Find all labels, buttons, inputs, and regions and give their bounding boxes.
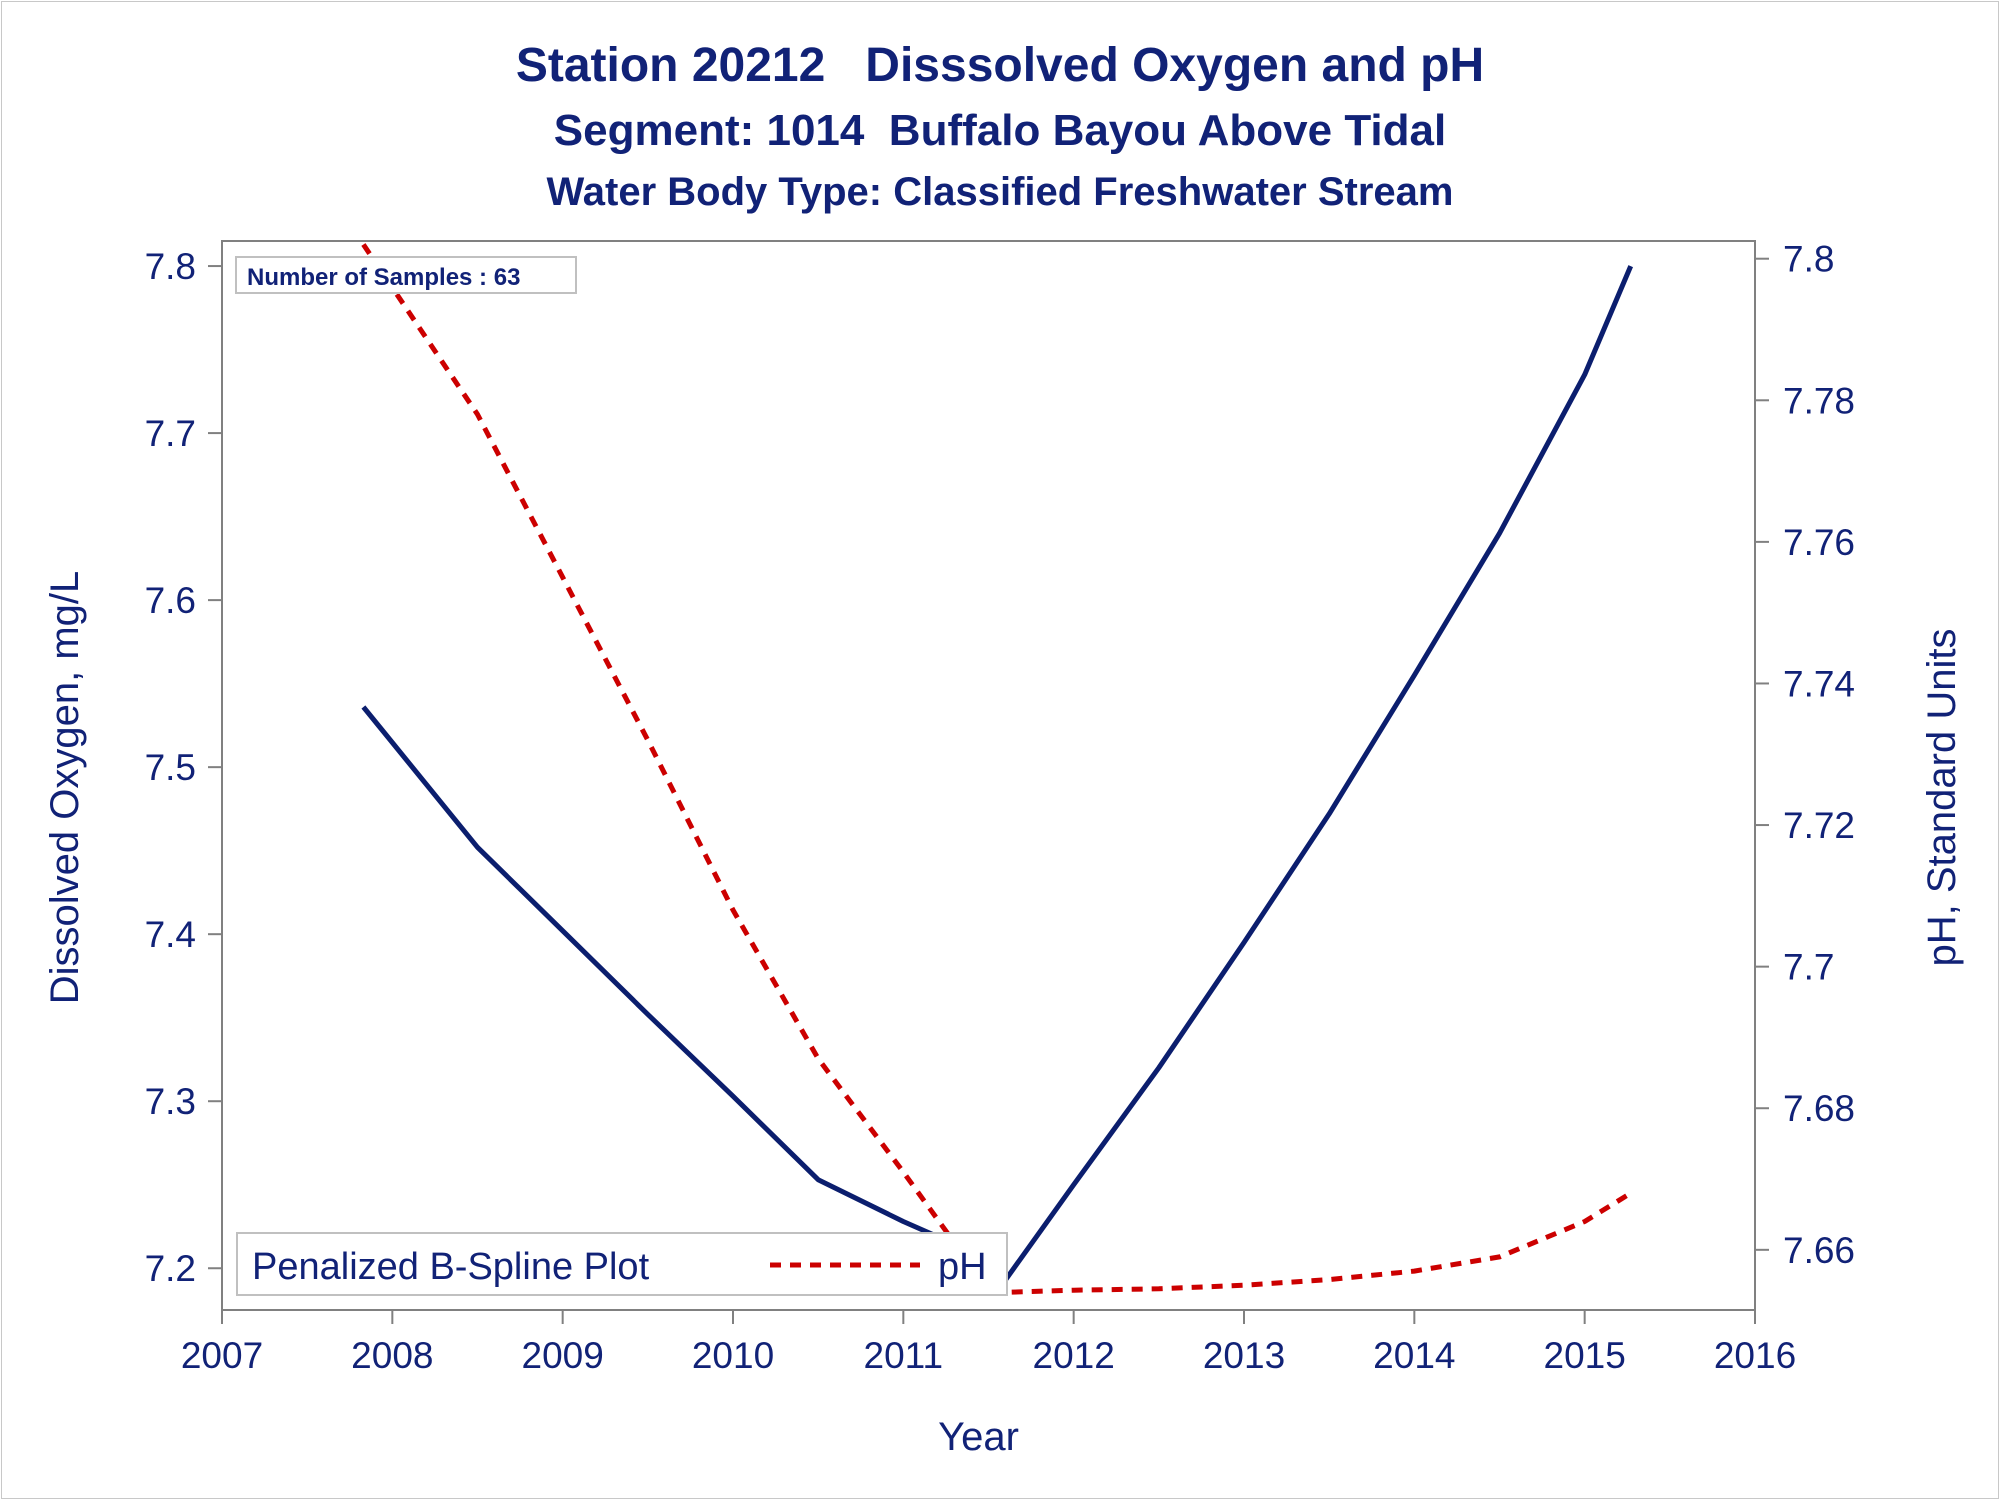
legend-entry-ph: pH [938, 1246, 987, 1288]
sample-count-text: Number of Samples : 63 [247, 264, 520, 291]
plot-area-frame [221, 240, 1756, 1311]
y-right-tick-label: 7.66 [1783, 1230, 1855, 1271]
y-left-axis-label: Dissolved Oxygen, mg/L [43, 571, 87, 1005]
y-right-tick-label: 7.74 [1783, 663, 1855, 704]
chart-subtitle-segment: Segment: 1014 Buffalo Bayou Above Tidal [553, 106, 1447, 155]
x-tick-label: 2015 [1544, 1335, 1626, 1376]
y-right-tick-label: 7.68 [1783, 1088, 1855, 1129]
y-left-tick-label: 7.3 [145, 1081, 196, 1122]
legend-title: Penalized B-Spline Plot [252, 1246, 650, 1288]
x-tick-label: 2013 [1203, 1335, 1285, 1376]
y-left-tick-label: 7.5 [145, 747, 196, 788]
series-line-dissolved-oxygen [361, 265, 1634, 1283]
x-tick-label: 2014 [1373, 1335, 1455, 1376]
y-left-tick-label: 7.8 [145, 246, 196, 287]
y-right-tick-label: 7.78 [1783, 380, 1855, 421]
x-tick-label: 2008 [351, 1335, 433, 1376]
x-tick-label: 2009 [522, 1335, 604, 1376]
y-left-tick-label: 7.4 [145, 914, 196, 955]
sample-count-box [235, 256, 577, 294]
x-axis-label: Year [938, 1415, 1019, 1459]
y-right-axis-label: pH, Standard Units [1920, 629, 1964, 967]
y-right-tick-label: 7.7 [1783, 947, 1834, 988]
x-tick-label: 2011 [864, 1335, 944, 1376]
y-left-tick-label: 7.6 [145, 580, 196, 621]
y-right-tick-label: 7.8 [1783, 239, 1834, 280]
chart-subtitle-waterbody: Water Body Type: Classified Freshwater S… [546, 170, 1454, 214]
x-tick-label: 2010 [692, 1335, 774, 1376]
y-right-tick-label: 7.76 [1783, 522, 1855, 563]
y-right-tick-label: 7.72 [1783, 805, 1855, 846]
chart-title: Station 20212 Disssolved Oxygen and pH [515, 39, 1485, 92]
series-line-ph [361, 243, 1633, 1295]
x-tick-label: 2012 [1033, 1335, 1115, 1376]
y-left-tick-label: 7.7 [145, 413, 196, 454]
x-tick-label: 2016 [1714, 1335, 1796, 1376]
x-tick-label: 2007 [181, 1335, 263, 1376]
y-left-tick-label: 7.2 [145, 1248, 196, 1289]
